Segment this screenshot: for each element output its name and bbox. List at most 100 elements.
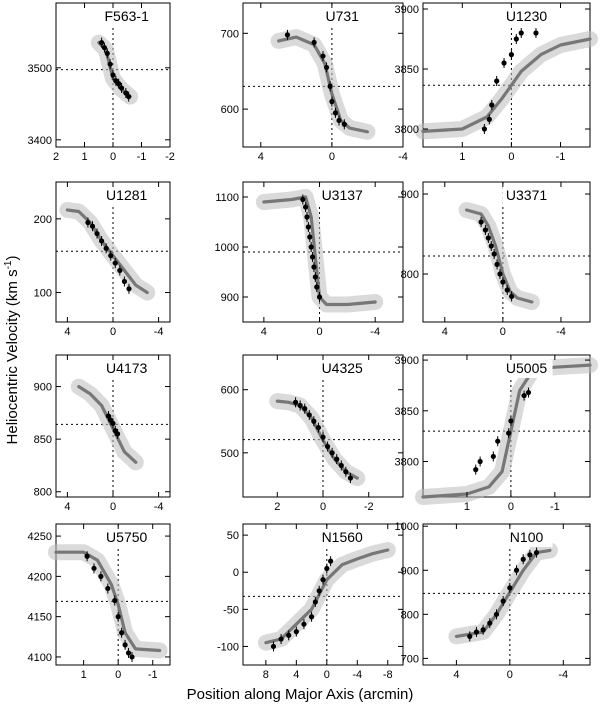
- data-point: [99, 238, 105, 244]
- x-tick-label: -2: [364, 501, 374, 513]
- data-point: [506, 430, 512, 436]
- x-tick-label: 2: [274, 501, 280, 513]
- panel-title: U5750: [106, 529, 147, 545]
- data-point: [107, 61, 113, 67]
- data-point: [533, 550, 540, 556]
- y-tick-label: 1100: [215, 192, 239, 204]
- data-point: [105, 413, 112, 419]
- panel-u1281: 4 0 -4 100 200 U1281: [34, 181, 171, 338]
- data-point: [323, 64, 330, 71]
- panel-title: U731: [325, 8, 359, 24]
- x-tick-label: 0: [316, 326, 322, 338]
- y-tick-label: 800: [401, 609, 419, 621]
- panel-u1230: 1 0 -1 3800 3850 3900 U1230: [395, 2, 598, 163]
- data-point: [334, 456, 340, 462]
- y-axis-title-tail: ): [4, 255, 21, 261]
- panel-title: F563-1: [105, 8, 150, 24]
- data-point: [329, 98, 335, 105]
- data-point: [126, 94, 132, 100]
- x-tick-label: -2: [165, 151, 175, 163]
- data-point: [311, 264, 317, 270]
- y-tick-label: 800: [401, 269, 419, 281]
- y-tick-label: 3800: [395, 124, 419, 136]
- data-point: [101, 45, 108, 51]
- data-point: [481, 126, 487, 132]
- x-tick-label: -4: [370, 326, 380, 338]
- panel-title-bg: [318, 529, 369, 547]
- data-point: [104, 50, 110, 57]
- x-tick-label: -1: [148, 669, 158, 681]
- panel-title: N100: [510, 529, 544, 545]
- y-tick-label: 600: [221, 385, 239, 397]
- data-point: [477, 458, 483, 465]
- panel-title-bg: [102, 187, 153, 205]
- data-point: [320, 434, 326, 440]
- data-point: [286, 632, 292, 638]
- x-tick-label: -4: [398, 151, 408, 163]
- data-point: [513, 36, 519, 42]
- panel-u731: 4 0 -4 600 700 U731: [221, 2, 408, 163]
- data-point: [347, 475, 354, 481]
- x-tick-label: 4: [453, 669, 459, 681]
- data-point: [336, 117, 342, 124]
- data-point: [293, 629, 299, 635]
- x-tick-label: 1: [464, 501, 470, 513]
- panel-title-bg: [318, 8, 369, 26]
- data-point: [110, 72, 116, 78]
- data-point: [301, 621, 307, 627]
- data-point: [98, 573, 104, 579]
- data-point: [328, 558, 334, 564]
- panel-title-bg: [102, 360, 153, 378]
- model-curve: [277, 35, 369, 134]
- panel-title: N1560: [322, 529, 363, 545]
- data-point: [94, 230, 100, 237]
- model-curve: [264, 548, 390, 645]
- y-tick-label: 900: [221, 292, 239, 304]
- data-point: [486, 116, 492, 122]
- panel-frame: [422, 2, 591, 148]
- x-tick-label: -4: [558, 669, 568, 681]
- data-point: [110, 420, 116, 426]
- x-tick-label: 0: [110, 326, 116, 338]
- data-point: [89, 223, 96, 229]
- data-point: [85, 219, 91, 226]
- data-point: [305, 224, 311, 230]
- data-point: [329, 450, 335, 456]
- data-point: [513, 567, 520, 573]
- y-tick-label: 4200: [28, 571, 52, 583]
- panel-title-bg: [502, 187, 553, 205]
- panel-title: U1230: [506, 8, 547, 24]
- x-tick-label: -4: [352, 669, 362, 681]
- x-tick-label: 0: [324, 669, 330, 681]
- panel-title-bg: [102, 8, 153, 26]
- data-point: [507, 585, 513, 591]
- y-tick-label: 1000: [395, 521, 419, 533]
- data-point: [316, 294, 323, 300]
- data-point: [108, 253, 114, 259]
- x-tick-label: 4: [258, 151, 264, 163]
- data-point: [494, 78, 500, 84]
- data-point: [320, 53, 326, 59]
- data-point: [304, 214, 310, 220]
- data-point: [284, 32, 291, 38]
- data-point: [311, 39, 317, 46]
- data-point: [495, 438, 501, 444]
- data-point: [103, 245, 109, 251]
- data-point: [112, 260, 118, 266]
- data-point: [129, 654, 135, 660]
- contour-band: [448, 542, 558, 645]
- x-tick-label: 0: [329, 151, 335, 163]
- panel-title-bg: [318, 360, 369, 378]
- panel-title-bg: [318, 187, 369, 205]
- y-tick-label: 4250: [28, 531, 52, 543]
- data-point: [527, 552, 533, 558]
- panel-n1560: 8 4 0 -4 -8 -100 -50 0 50 N1560: [217, 523, 404, 681]
- data-point: [122, 642, 128, 648]
- data-point: [114, 431, 121, 437]
- x-tick-label: 0: [110, 151, 116, 163]
- data-point: [324, 443, 331, 450]
- data-point: [112, 597, 118, 604]
- data-point: [489, 102, 495, 108]
- x-tick-label: 0: [508, 151, 514, 163]
